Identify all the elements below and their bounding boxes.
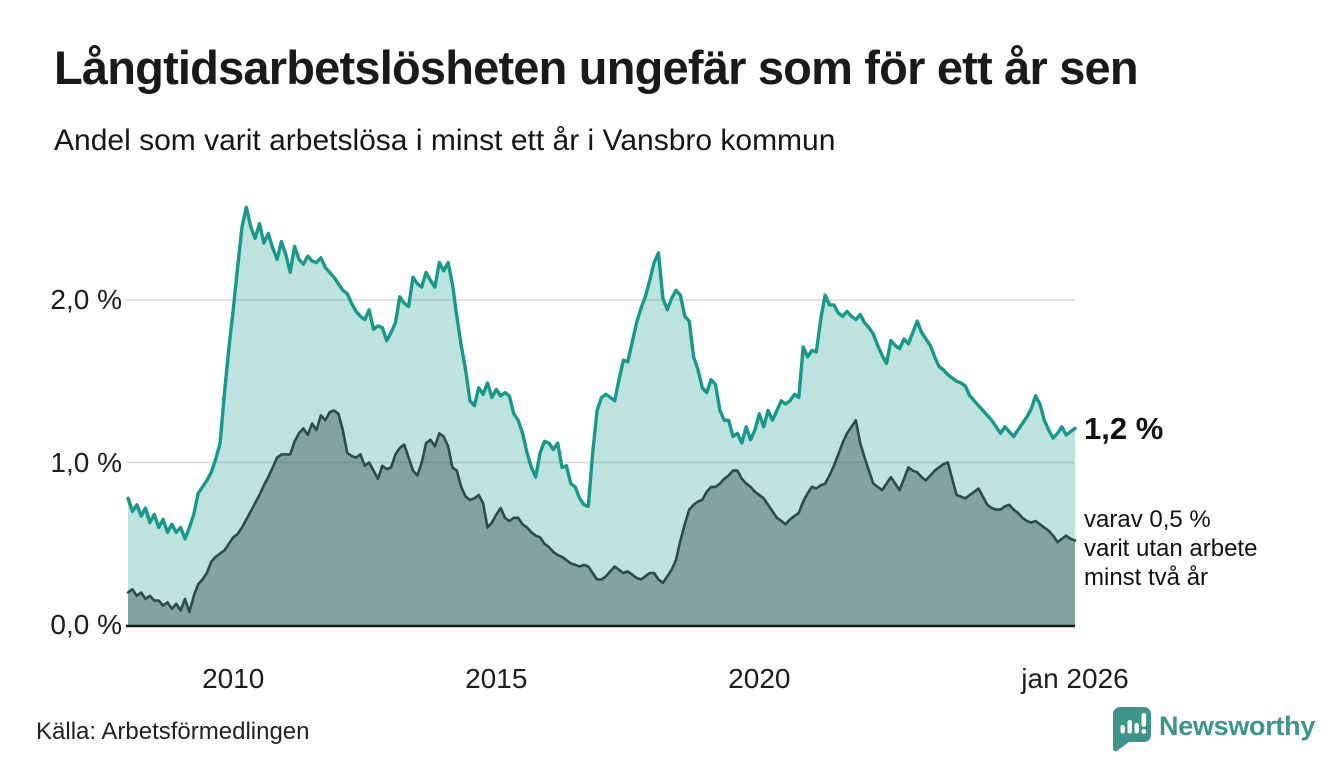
x-tick-label: 2010 — [202, 663, 265, 694]
series-area-1 — [128, 410, 1075, 625]
series-line-0 — [126, 205, 1077, 541]
page-title: Långtidsarbetslösheten ungefär som för e… — [54, 41, 1139, 94]
series-area-0 — [128, 207, 1075, 625]
y-tick-label: 1,0 % — [50, 446, 122, 478]
source-caption: Källa: Arbetsförmedlingen — [36, 718, 310, 745]
secondary-annotation-line2: varit utan arbete — [1084, 535, 1258, 562]
secondary-annotation-line1: varav 0,5 % — [1084, 506, 1211, 533]
secondary-annotation: varav 0,5 % varit utan arbete minst två … — [1084, 505, 1257, 592]
x-tick-label: jan 2026 — [1021, 663, 1129, 694]
newsworthy-logo-icon — [1112, 706, 1152, 759]
y-tick-label: 0,0 % — [50, 609, 122, 640]
x-tick-label: 2020 — [728, 663, 791, 694]
chart-subtitle: Andel som varit arbetslösa i minst ett å… — [54, 124, 836, 157]
x-tick-label: 2015 — [465, 663, 528, 694]
y-tick-label: 2,0 % — [50, 284, 122, 315]
series-line-1 — [126, 409, 1077, 614]
latest-value-label: 1,2 % — [1084, 411, 1164, 446]
newsworthy-brand: Newsworthy — [1112, 706, 1315, 759]
newsworthy-brand-name: Newsworthy — [1159, 711, 1316, 741]
secondary-annotation-line3: minst två år — [1084, 564, 1209, 591]
